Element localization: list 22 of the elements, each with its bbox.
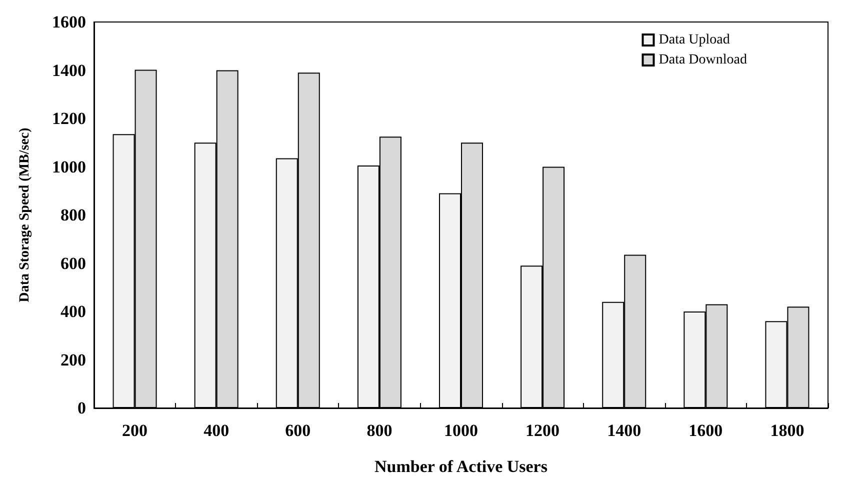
x-tick-label: 800 — [366, 421, 392, 440]
x-tick-label: 600 — [285, 421, 311, 440]
x-tick-label: 1800 — [770, 421, 804, 440]
y-tick-label: 1200 — [52, 109, 86, 128]
y-tick-label: 1400 — [52, 60, 86, 80]
x-tick-label: 400 — [204, 421, 230, 440]
y-tick-label: 600 — [60, 254, 86, 273]
y-tick-label: 0 — [78, 398, 86, 418]
x-tick-label: 1000 — [444, 421, 478, 440]
x-axis-title: Number of Active Users — [374, 457, 548, 476]
legend-label: Data Upload — [658, 32, 730, 48]
y-tick-label: 800 — [60, 206, 86, 224]
y-tick-label: 1600 — [52, 12, 86, 32]
y-tick-label: 400 — [60, 302, 86, 321]
y-tick-label: 200 — [60, 350, 86, 370]
x-tick-label: 1200 — [526, 421, 560, 440]
y-axis-title: Data Storage Speed (MB/sec) — [18, 127, 32, 302]
x-tick-label: 200 — [122, 421, 148, 440]
legend-label: Data Download — [658, 52, 748, 68]
y-tick-label: 1000 — [52, 157, 86, 176]
x-tick-label: 1600 — [688, 421, 723, 440]
x-tick-label: 1400 — [607, 421, 642, 440]
